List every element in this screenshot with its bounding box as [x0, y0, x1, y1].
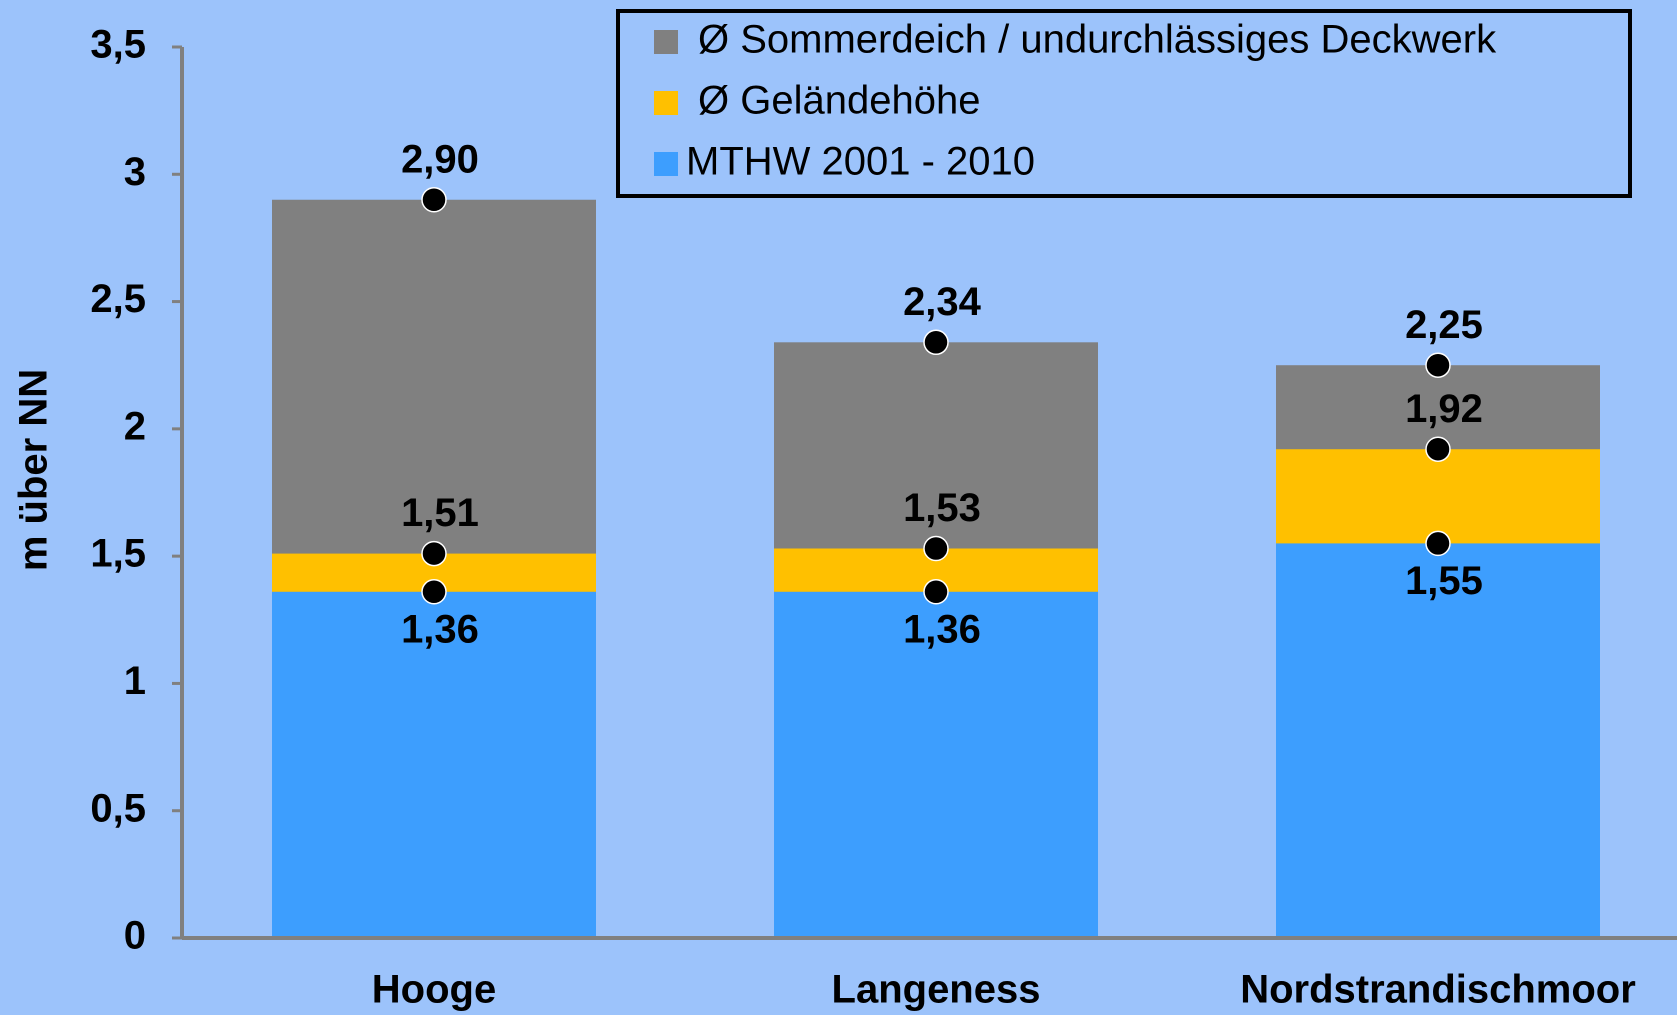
data-point — [1425, 436, 1451, 462]
data-point — [923, 579, 949, 605]
y-tick-label: 2 — [124, 404, 146, 448]
data-label: 2,25 — [1405, 303, 1483, 347]
data-point — [923, 329, 949, 356]
data-label: 1,36 — [401, 607, 479, 651]
x-tick-label: Hooge — [372, 968, 496, 1012]
y-tick-label: 2,5 — [90, 277, 146, 321]
x-tick-label: Langeness — [832, 968, 1041, 1012]
y-tick-label: 3,5 — [90, 23, 146, 67]
legend-label: Ø Geländehöhe — [698, 79, 980, 123]
data-label: 1,36 — [903, 607, 981, 651]
legend-swatch — [654, 30, 678, 54]
y-tick-label: 0,5 — [90, 786, 146, 830]
data-label: 2,90 — [401, 137, 479, 181]
data-point — [1425, 352, 1451, 378]
legend-swatch — [654, 152, 678, 176]
data-label: 2,34 — [903, 280, 982, 324]
legend-label: MTHW 2001 - 2010 — [686, 140, 1035, 184]
data-label: 1,55 — [1405, 559, 1483, 603]
data-point — [1425, 530, 1451, 557]
data-label: 1,51 — [401, 491, 479, 535]
bar — [272, 591, 596, 938]
y-axis-label: m über NN — [12, 369, 56, 571]
data-label: 1,53 — [903, 486, 981, 530]
legend-swatch — [654, 91, 678, 115]
legend-label: Ø Sommerdeich / undurchlässiges Deckwerk — [698, 18, 1497, 62]
data-label: 1,92 — [1405, 387, 1483, 431]
bar — [774, 591, 1098, 938]
x-tick-label: Nordstrandischmoor — [1240, 968, 1636, 1012]
bar — [1276, 543, 1600, 938]
data-point — [421, 540, 447, 567]
legend-box — [616, 9, 1632, 198]
y-tick-label: 1,5 — [90, 532, 146, 576]
y-tick-label: 0 — [124, 914, 146, 958]
data-point — [923, 535, 949, 562]
data-point — [421, 579, 447, 605]
y-tick-label: 1 — [124, 659, 146, 703]
data-point — [421, 186, 447, 213]
y-tick-label: 3 — [124, 150, 146, 194]
